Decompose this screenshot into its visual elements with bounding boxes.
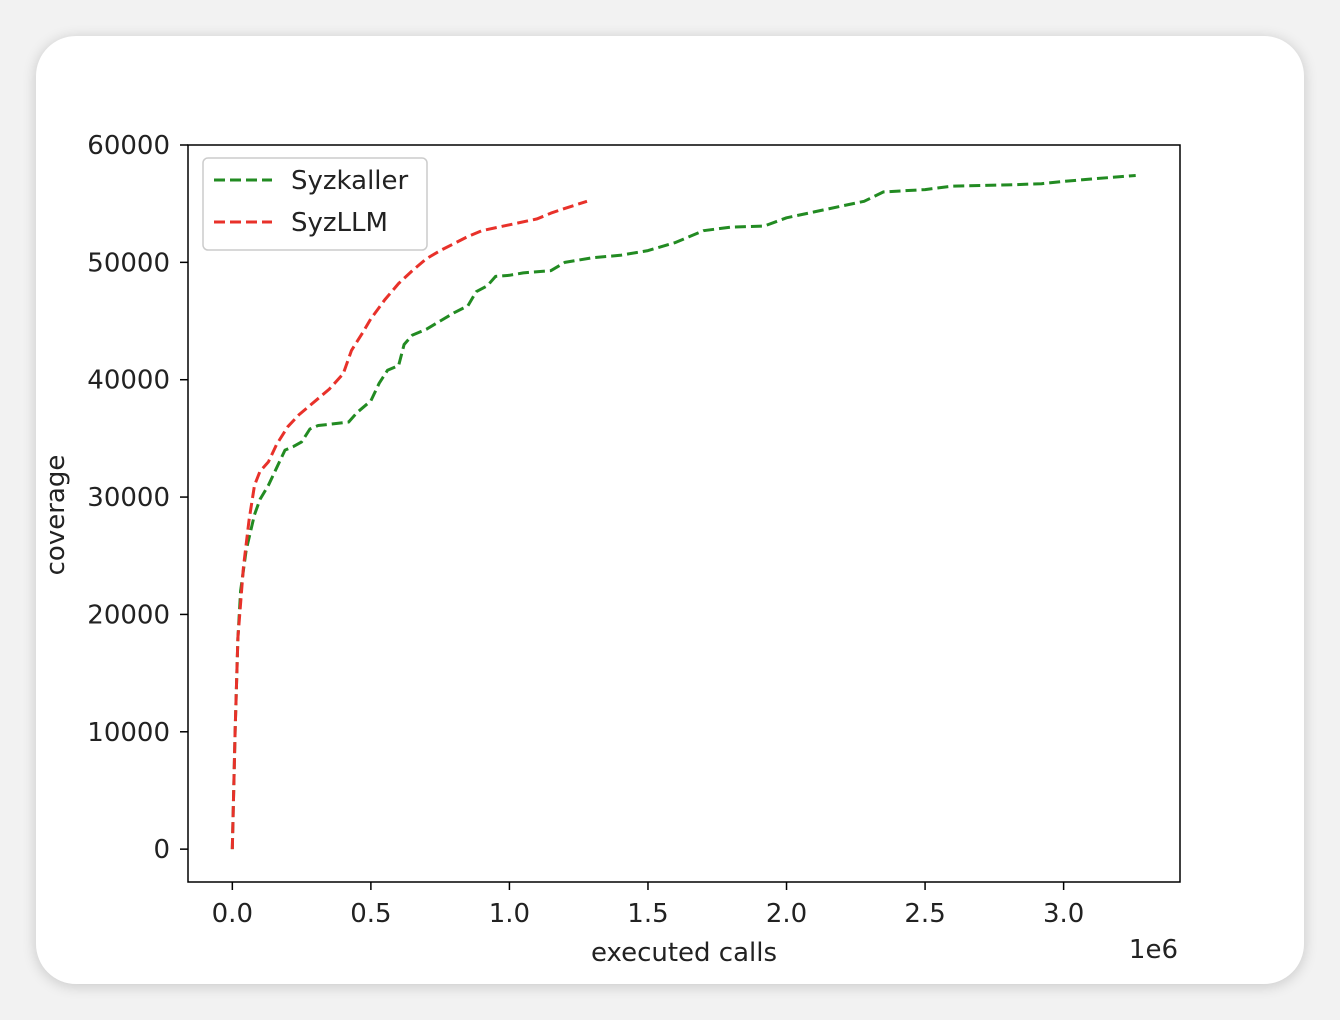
x-tick-label: 0.5	[350, 899, 391, 929]
plot-lines	[230, 174, 1136, 850]
x-tick-label: 2.5	[904, 899, 945, 929]
x-tick-label: 1.5	[627, 899, 668, 929]
x-tick-label: 1.0	[489, 899, 530, 929]
y-tick-label: 30000	[87, 483, 170, 513]
series-line-syzkaller	[230, 174, 1136, 850]
y-tick-label: 50000	[87, 248, 170, 278]
legend: Syzkaller SyzLLM	[202, 157, 428, 251]
y-axis: 0 10000 20000 30000 40000 50000 60000	[87, 131, 188, 865]
legend-label-syzllm: SyzLLM	[291, 208, 388, 238]
plot-frame	[187, 144, 1181, 883]
x-tick-label: 2.0	[766, 899, 807, 929]
legend-label-syzkaller: Syzkaller	[291, 166, 409, 196]
legend-box	[202, 157, 428, 251]
y-tick-label: 40000	[87, 366, 170, 396]
y-tick-label: 60000	[87, 131, 170, 161]
x-tick-label: 3.0	[1043, 899, 1084, 929]
y-tick-label: 20000	[87, 600, 170, 630]
y-tick-label: 10000	[87, 718, 170, 748]
series-line-syzllm	[230, 199, 588, 850]
x-axis-offset-label: 1e6	[1129, 935, 1178, 965]
y-tick-label: 0	[153, 835, 170, 865]
x-tick-label: 0.0	[212, 899, 253, 929]
x-axis-label: executed calls	[591, 938, 777, 968]
y-axis-label: coverage	[41, 455, 71, 576]
x-axis: 0.0 0.5 1.0 1.5 2.0 2.5 3.0	[212, 882, 1084, 929]
